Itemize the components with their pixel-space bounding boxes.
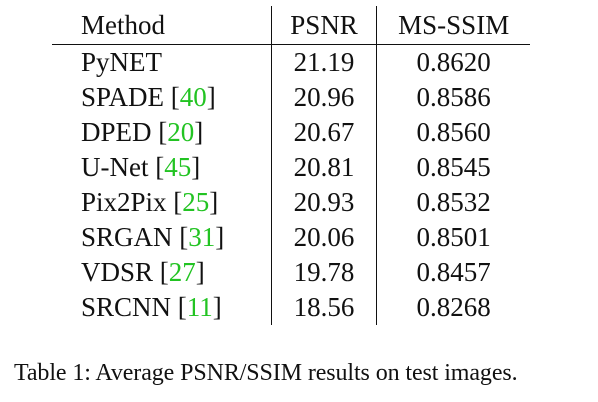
cell-method: SRGAN [31] [81, 222, 225, 252]
cell-psnr: 21.19 [270, 44, 378, 80]
cell-psnr: 18.56 [270, 290, 378, 325]
method-name: VDSR [81, 257, 154, 287]
citation-link[interactable]: 31 [188, 222, 216, 252]
table-row: U-Net [45] 20.81 0.8545 [52, 150, 530, 185]
table-row: SPADE [40] 20.96 0.8586 [52, 80, 530, 115]
method-name: SRGAN [81, 222, 173, 252]
cell-ms-ssim: 0.8532 [416, 187, 491, 217]
cell-method: Pix2Pix [25] [81, 187, 219, 217]
citation-link[interactable]: 25 [182, 187, 210, 217]
table-header: Method PSNR MS-SSIM [52, 6, 530, 45]
method-name: PyNET [81, 47, 162, 77]
method-name: Pix2Pix [81, 187, 167, 217]
table-body: PyNET 21.19 0.8620 SPADE [40] 20.96 0.8586 DPE… [52, 44, 530, 325]
cell-psnr: 20.06 [270, 220, 378, 255]
citation-link[interactable]: 11 [186, 292, 213, 322]
table-row: SRGAN [31] 20.06 0.8501 [52, 220, 530, 255]
header-psnr: PSNR [270, 6, 378, 45]
cell-ms-ssim: 0.8586 [416, 82, 491, 112]
cell-ms-ssim: 0.8457 [416, 257, 491, 287]
cell-ms-ssim: 0.8560 [416, 117, 491, 147]
cell-psnr: 20.81 [270, 150, 378, 185]
citation-link[interactable]: 40 [179, 82, 207, 112]
results-table-container: Method PSNR MS-SSIM PyNET 21.19 0.8620 SPAD… [52, 6, 530, 325]
header-ms-ssim: MS-SSIM [376, 6, 530, 45]
header-method: Method [52, 6, 272, 45]
cell-method: VDSR [27] [81, 257, 205, 287]
cell-ms-ssim: 0.8268 [416, 292, 491, 322]
citation-link[interactable]: 45 [164, 152, 192, 182]
cell-method: U-Net [45] [81, 152, 201, 182]
header-row: Method PSNR MS-SSIM [52, 6, 530, 45]
cell-psnr: 20.96 [270, 80, 378, 115]
cell-psnr: 19.78 [270, 255, 378, 290]
table-row: VDSR [27] 19.78 0.8457 [52, 255, 530, 290]
method-name: SPADE [81, 82, 165, 112]
citation-link[interactable]: 27 [168, 257, 196, 287]
cell-method: SRCNN [11] [81, 292, 222, 322]
table-row: DPED [20] 20.67 0.8560 [52, 115, 530, 150]
table-row: Pix2Pix [25] 20.93 0.8532 [52, 185, 530, 220]
cell-method: SPADE [40] [81, 82, 216, 112]
method-name: SRCNN [81, 292, 172, 322]
cell-ms-ssim: 0.8620 [416, 47, 491, 77]
cell-method: DPED [20] [81, 117, 204, 147]
caption-label: Table 1: [14, 360, 91, 386]
caption-text: Average PSNR/SSIM results on test images… [95, 360, 518, 386]
results-table: Method PSNR MS-SSIM PyNET 21.19 0.8620 SPAD… [52, 6, 530, 325]
method-name: U-Net [81, 152, 149, 182]
cell-ms-ssim: 0.8545 [416, 152, 491, 182]
cell-psnr: 20.67 [270, 115, 378, 150]
table-row: PyNET 21.19 0.8620 [52, 44, 530, 81]
table-caption: Table 1: Average PSNR/SSIM results on te… [14, 360, 518, 387]
cell-ms-ssim: 0.8501 [416, 222, 491, 252]
citation-link[interactable]: 20 [167, 117, 195, 147]
cell-psnr: 20.93 [270, 185, 378, 220]
cell-method: PyNET [52, 45, 271, 81]
table-row: SRCNN [11] 18.56 0.8268 [52, 290, 530, 325]
method-name: DPED [81, 117, 152, 147]
